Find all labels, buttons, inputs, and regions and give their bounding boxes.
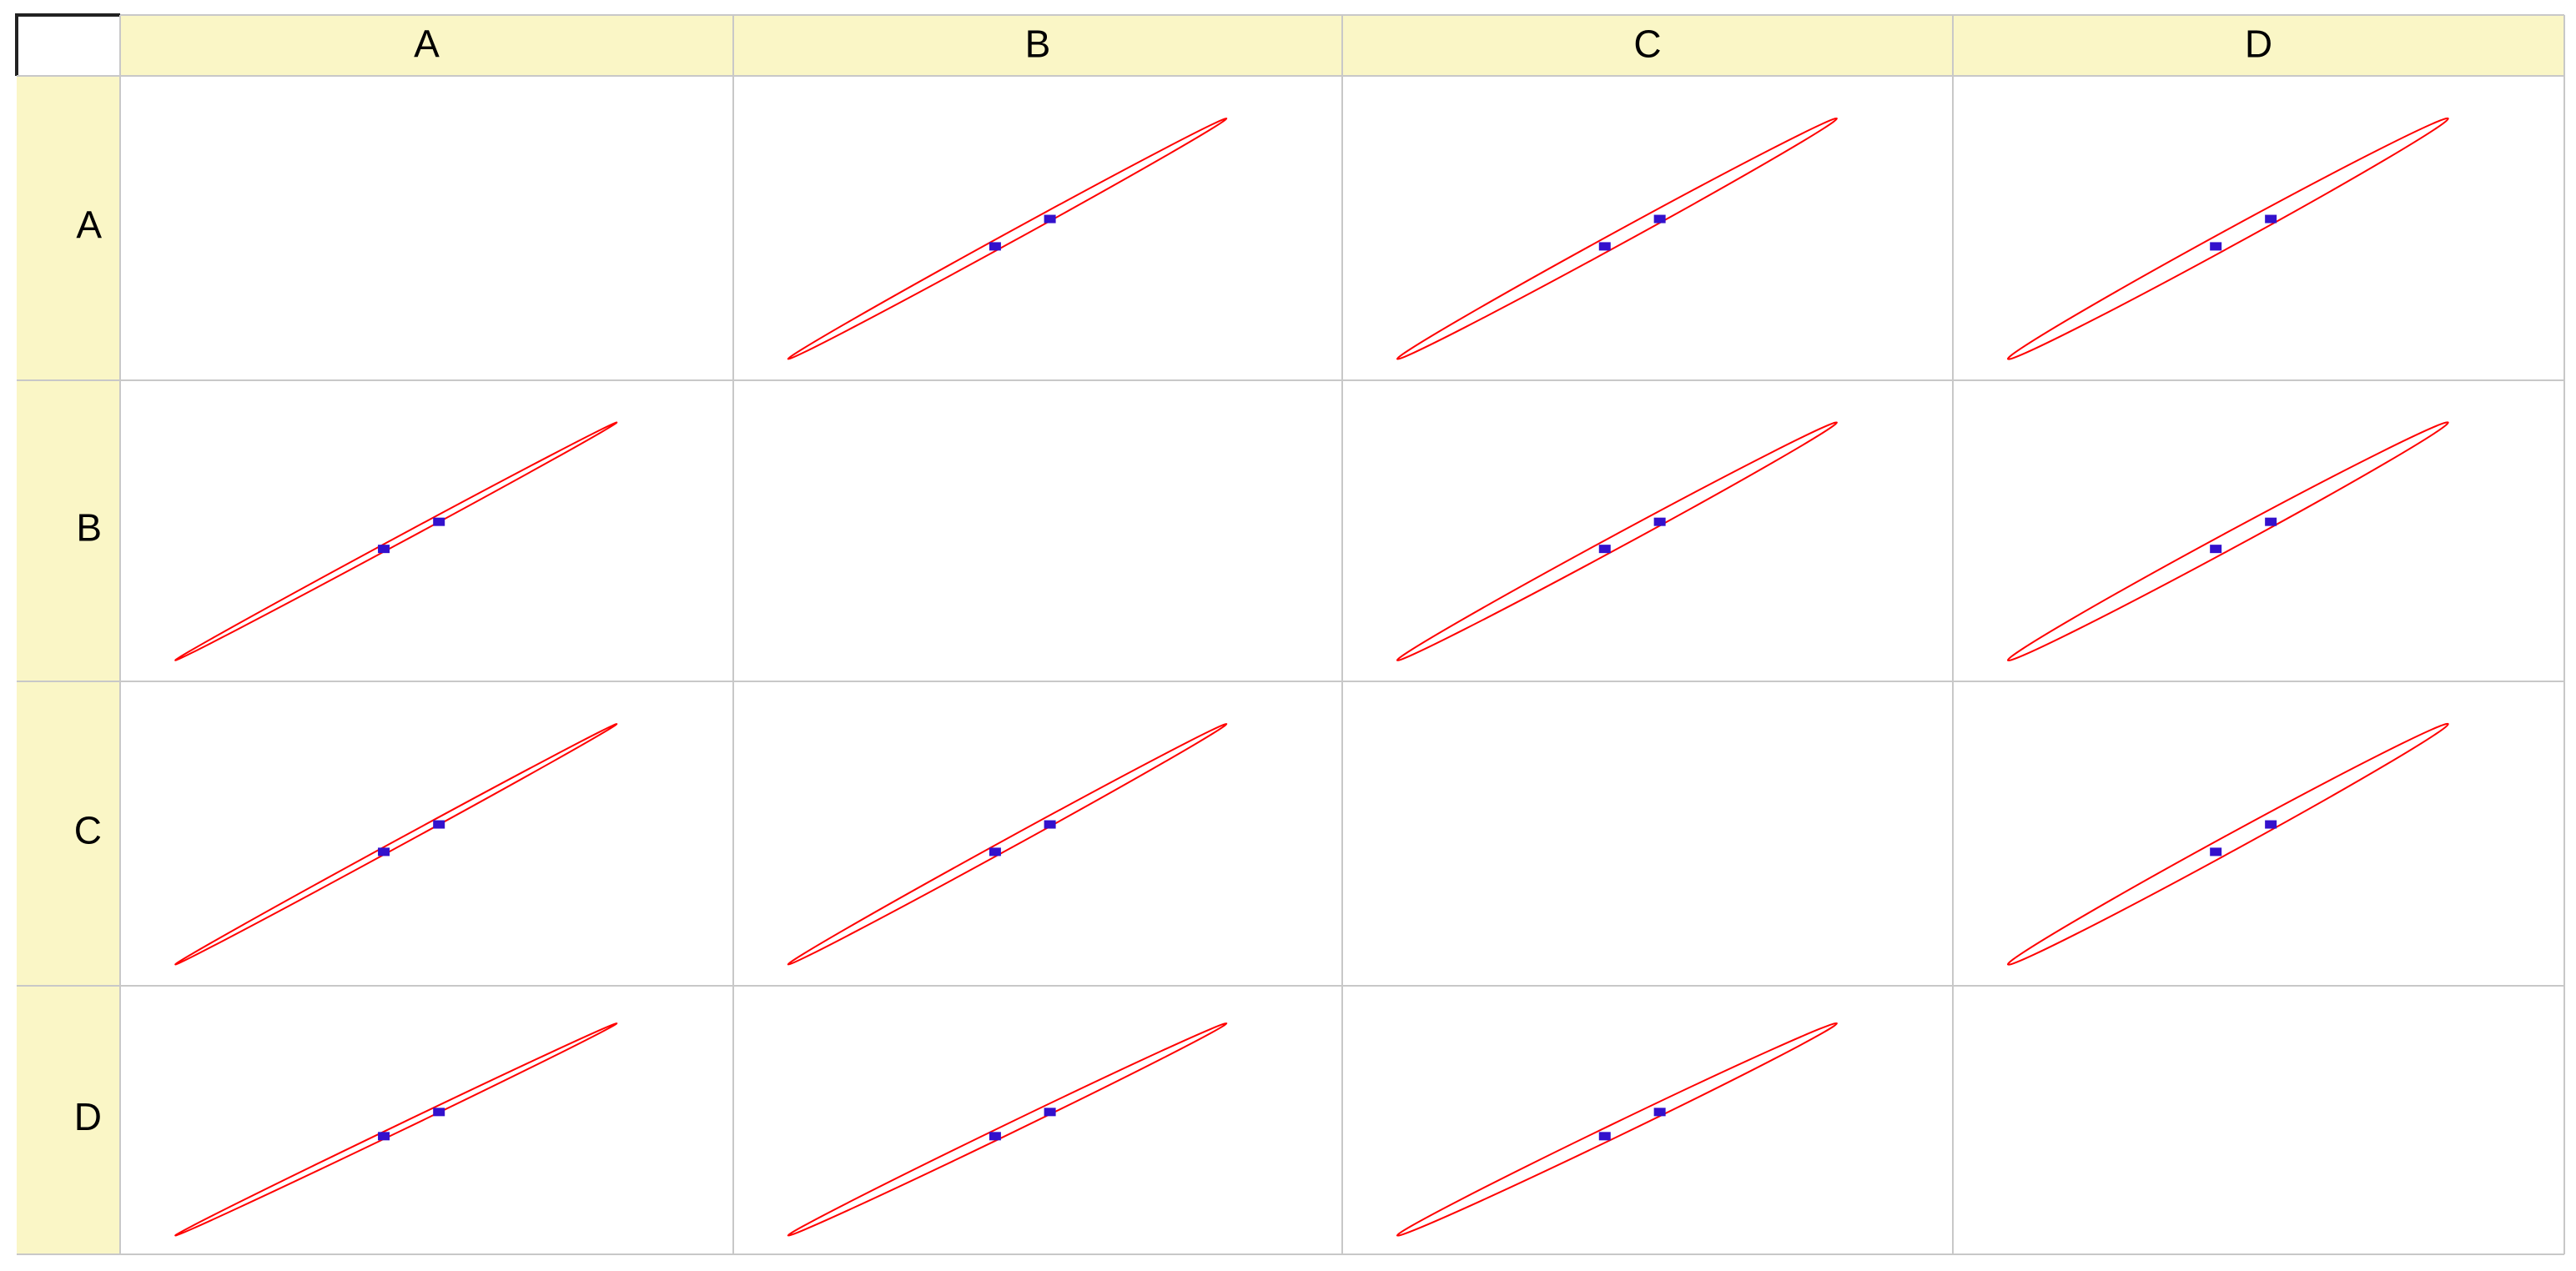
row-header: D — [74, 1095, 102, 1138]
row-header: A — [76, 203, 102, 247]
corner-border — [15, 13, 120, 76]
center-point — [433, 517, 445, 526]
center-point — [378, 847, 390, 857]
row-header: B — [76, 506, 102, 550]
column-header: B — [1025, 23, 1051, 66]
confidence-ellipse — [2006, 421, 2449, 662]
confidence-ellipse — [787, 723, 1228, 966]
center-point — [1653, 214, 1666, 224]
center-point — [989, 242, 1001, 251]
row-header: C — [74, 809, 102, 852]
center-point — [1044, 1108, 1056, 1117]
center-point — [2265, 820, 2277, 829]
confidence-ellipse — [2006, 722, 2449, 966]
center-point — [378, 545, 390, 554]
column-header: D — [2245, 23, 2272, 66]
center-point — [1598, 545, 1611, 554]
column-header: C — [1633, 23, 1661, 66]
row-header-band — [17, 76, 120, 1254]
center-point — [2265, 214, 2277, 224]
confidence-ellipse — [174, 723, 618, 966]
center-point — [989, 847, 1001, 857]
confidence-ellipse — [1396, 421, 1838, 661]
column-header: A — [414, 23, 440, 66]
center-point — [1653, 517, 1666, 526]
confidence-ellipse — [1396, 1022, 1838, 1237]
center-point — [1044, 214, 1056, 224]
confidence-ellipse — [787, 1022, 1228, 1237]
confidence-ellipse — [1396, 117, 1838, 360]
center-point — [2210, 847, 2222, 857]
confidence-ellipse — [174, 1022, 618, 1237]
center-point — [989, 1132, 1001, 1141]
center-point — [2265, 517, 2277, 526]
center-point — [378, 1132, 390, 1141]
center-point — [433, 1108, 445, 1117]
center-point — [1044, 820, 1056, 829]
confidence-ellipse — [787, 118, 1228, 360]
center-point — [1598, 1132, 1611, 1141]
center-point — [2210, 242, 2222, 251]
confidence-ellipse — [174, 421, 618, 661]
center-point — [2210, 545, 2222, 554]
center-point — [433, 820, 445, 829]
corner-cell — [17, 15, 120, 76]
center-point — [1598, 242, 1611, 251]
confidence-ellipse — [2006, 117, 2449, 360]
center-point — [1653, 1108, 1666, 1117]
